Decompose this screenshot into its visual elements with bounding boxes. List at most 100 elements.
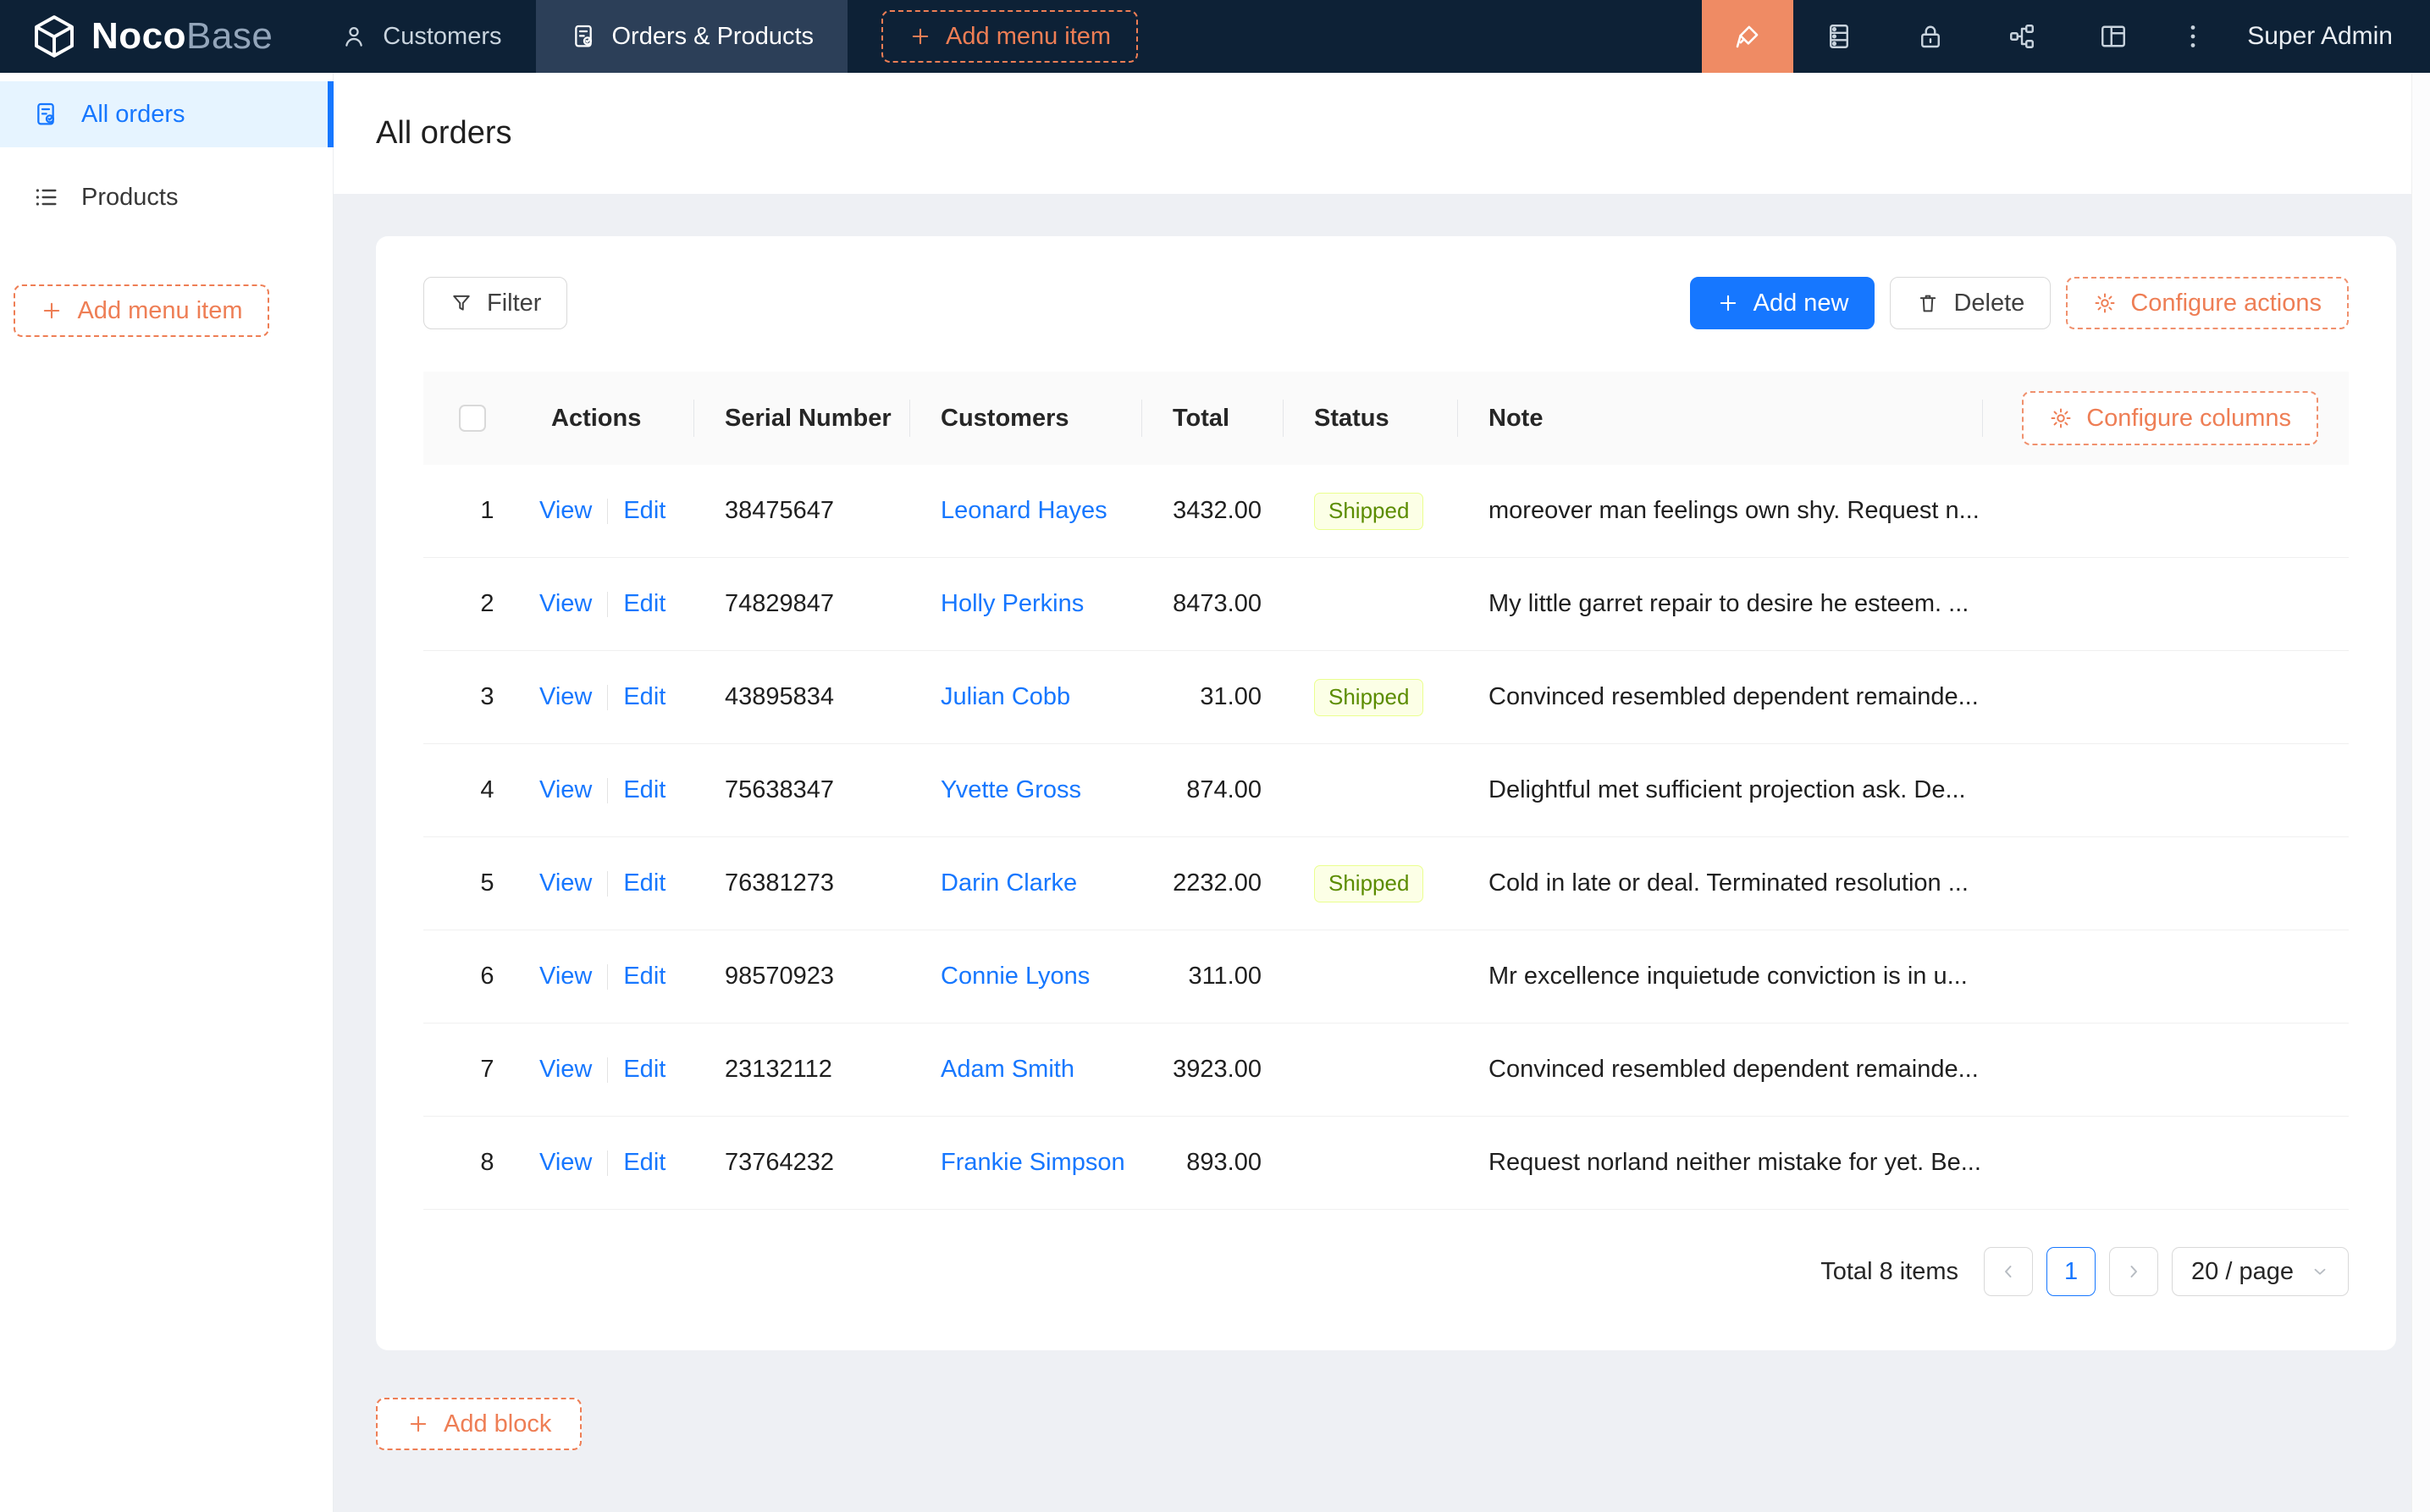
view-link[interactable]: View [539, 1149, 593, 1176]
collections-button[interactable] [1793, 0, 1885, 73]
action-divider [607, 1057, 609, 1083]
total-cell: 8473.00 [1142, 558, 1284, 650]
row-index-cell: 5 [423, 837, 521, 930]
edit-link[interactable]: Edit [623, 1056, 666, 1083]
view-link[interactable]: View [539, 497, 593, 524]
customer-link[interactable]: Darin Clarke [941, 869, 1078, 897]
layout-button[interactable] [2068, 0, 2159, 73]
scrollbar-track[interactable] [2411, 73, 2430, 1512]
serial-number: 43895834 [725, 683, 835, 710]
plus-icon [410, 1415, 427, 1432]
pagination-next-button[interactable] [2109, 1247, 2159, 1296]
logo-noco: Noco [91, 15, 186, 57]
configure-actions-button[interactable]: Configure actions [2066, 277, 2349, 329]
select-all-checkbox[interactable] [458, 405, 486, 432]
top-menu-label: Customers [383, 22, 502, 50]
layout-icon [2101, 25, 2126, 47]
edit-link[interactable]: Edit [623, 1149, 666, 1176]
configure-actions-label: Configure actions [2130, 289, 2322, 317]
customer-link[interactable]: Frankie Simpson [941, 1149, 1125, 1176]
add-new-button[interactable]: Add new [1689, 277, 1875, 329]
user-menu[interactable]: Super Admin [2227, 0, 2430, 73]
page-title: All orders [376, 115, 512, 151]
customer-cell: Holly Perkins [910, 558, 1142, 650]
row-spacer-cell [1983, 558, 2349, 650]
select-all-cell [423, 372, 521, 465]
total-cell: 2232.00 [1142, 837, 1284, 930]
user-name: Super Admin [2247, 22, 2393, 50]
more-icon [2190, 25, 2195, 47]
more-menu-button[interactable] [2159, 0, 2227, 73]
view-link[interactable]: View [539, 776, 593, 803]
customer-cell: Julian Cobb [910, 651, 1142, 743]
note-cell: Cold in late or deal. Terminated resolut… [1458, 837, 1983, 930]
page-header: All orders [334, 73, 2430, 194]
column-header-serial-number: Serial Number [694, 372, 910, 465]
page-size-value: 20 / page [2191, 1257, 2294, 1285]
view-link[interactable]: View [539, 963, 593, 990]
pagination-prev-button[interactable] [1984, 1247, 2034, 1296]
configure-columns-button[interactable]: Configure columns [2022, 391, 2318, 445]
customer-cell: Yvette Gross [910, 744, 1142, 836]
customer-link[interactable]: Connie Lyons [941, 963, 1091, 990]
order-document-icon [37, 102, 55, 125]
action-divider [607, 498, 609, 524]
edit-link[interactable]: Edit [623, 963, 666, 990]
orders-table-card: Filter Add new Delete [376, 236, 2396, 1350]
filter-label: Filter [487, 289, 542, 317]
customer-cell: Leonard Hayes [910, 465, 1142, 557]
sidebar-add-menu-item-button[interactable]: Add menu item [14, 284, 269, 337]
serial-number: 38475647 [725, 497, 835, 524]
delete-button[interactable]: Delete [1890, 277, 2052, 329]
edit-link[interactable]: Edit [623, 683, 666, 710]
pagination-page-1[interactable]: 1 [2046, 1247, 2096, 1296]
workflow-button[interactable] [1976, 0, 2068, 73]
gear-icon [2095, 293, 2115, 313]
total-cell: 893.00 [1142, 1117, 1284, 1209]
serial-number-cell: 38475647 [694, 465, 910, 557]
nocobase-logo[interactable]: NocoBase [0, 0, 307, 73]
customer-link[interactable]: Julian Cobb [941, 683, 1071, 710]
row-actions-cell: View Edit [521, 465, 694, 557]
serial-number: 23132112 [725, 1056, 832, 1083]
configure-columns-label: Configure columns [2086, 404, 2291, 432]
edit-link[interactable]: Edit [623, 869, 666, 897]
sidebar-item-products[interactable]: Products [0, 164, 333, 230]
plus-icon [1720, 295, 1736, 312]
view-link[interactable]: View [539, 590, 593, 617]
top-menu-customers[interactable]: Customers [307, 0, 535, 73]
topbar-right: Super Admin [1702, 0, 2430, 73]
view-link[interactable]: View [539, 683, 593, 710]
total-value: 3432.00 [1173, 497, 1262, 524]
nav-add-menu-item-button[interactable]: Add menu item [881, 10, 1139, 63]
table-row: 4 View Edit 75638347 Yvette Gross 874.00… [423, 744, 2349, 837]
edit-link[interactable]: Edit [623, 590, 666, 617]
top-menu-orders-products[interactable]: Orders & Products [535, 0, 848, 73]
total-value: 8473.00 [1173, 590, 1262, 617]
status-cell [1284, 744, 1458, 836]
add-block-button[interactable]: Add block [376, 1398, 583, 1450]
view-link[interactable]: View [539, 1056, 593, 1083]
note-text: Request norland neither mistake for yet.… [1488, 1149, 1981, 1176]
lock-button[interactable] [1885, 0, 1976, 73]
customer-link[interactable]: Adam Smith [941, 1056, 1074, 1083]
nav-add-menu-item-label: Add menu item [946, 22, 1112, 50]
status-badge: Shipped [1314, 492, 1424, 530]
edit-link[interactable]: Edit [623, 776, 666, 803]
serial-number-cell: 75638347 [694, 744, 910, 836]
edit-link[interactable]: Edit [623, 497, 666, 524]
row-index-cell: 2 [423, 558, 521, 650]
customer-link[interactable]: Leonard Hayes [941, 497, 1107, 524]
total-value: 2232.00 [1173, 869, 1262, 897]
customer-link[interactable]: Holly Perkins [941, 590, 1085, 617]
filter-button[interactable]: Filter [423, 277, 568, 329]
customer-link[interactable]: Yvette Gross [941, 776, 1082, 803]
action-divider [607, 777, 609, 803]
ui-editor-button[interactable] [1702, 0, 1794, 73]
note-text: Convinced resembled dependent remainde..… [1488, 683, 1979, 710]
page-size-select[interactable]: 20 / page [2172, 1247, 2349, 1296]
view-link[interactable]: View [539, 869, 593, 897]
sidebar-item-all-orders[interactable]: All orders [0, 81, 334, 147]
status-cell: Shipped [1284, 465, 1458, 557]
row-index-cell: 3 [423, 651, 521, 743]
